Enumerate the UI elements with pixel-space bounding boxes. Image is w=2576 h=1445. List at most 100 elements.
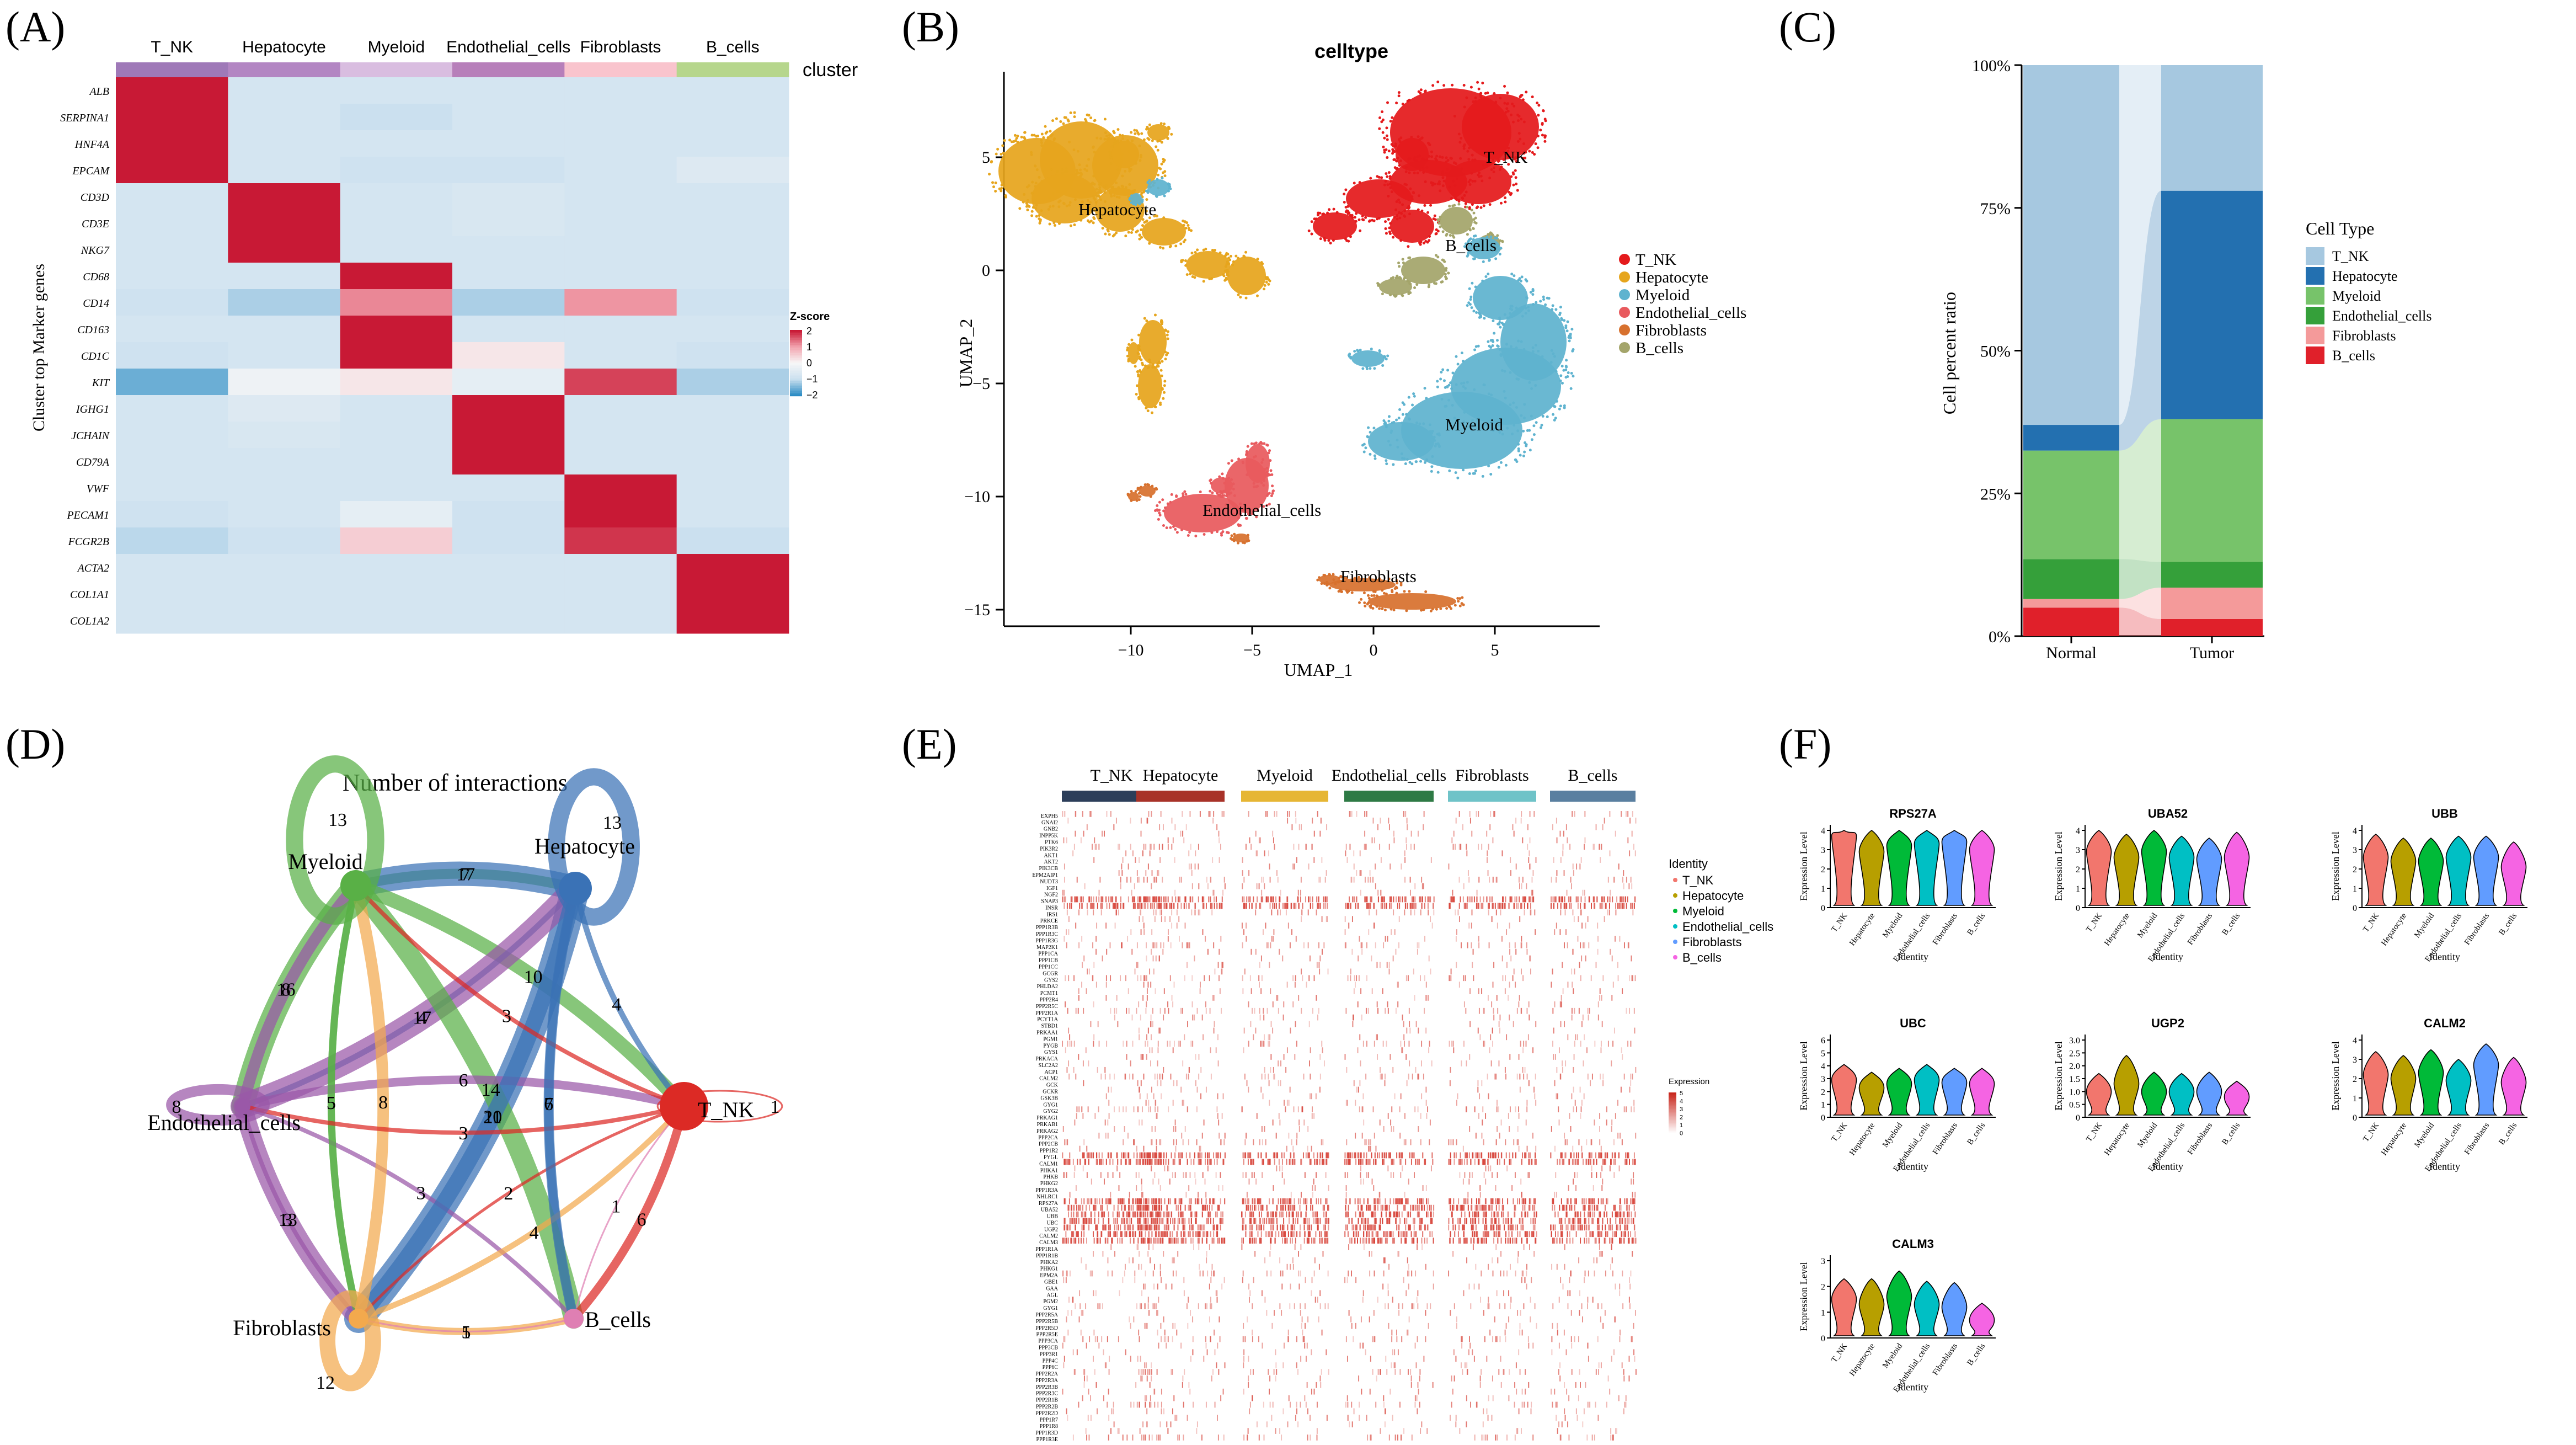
umap-xtick-label: −5 xyxy=(1243,641,1261,659)
expression-tick xyxy=(1633,903,1635,909)
expression-tick xyxy=(1383,1152,1385,1159)
umap-point xyxy=(1569,333,1572,336)
umap-point xyxy=(1015,137,1018,140)
umap-point xyxy=(1239,524,1242,527)
expression-tick xyxy=(1499,1027,1500,1034)
expression-tick xyxy=(1091,903,1093,909)
zscore-legend-swatch xyxy=(790,356,802,359)
expression-tick xyxy=(1399,1152,1401,1159)
expression-tick xyxy=(1287,811,1289,817)
expression-tick xyxy=(1468,923,1470,929)
gene-heatmap-gene-label: PIK3R2 xyxy=(1040,846,1058,852)
expression-tick xyxy=(1361,1106,1363,1113)
expression-tick xyxy=(1146,955,1147,962)
umap-point xyxy=(1387,218,1390,221)
umap-point xyxy=(1174,244,1178,248)
expression-tick xyxy=(1531,876,1533,883)
umap-point xyxy=(1230,459,1233,462)
heatmap-cell xyxy=(340,369,453,396)
gene-heatmap-gene-label: PPP1R3D xyxy=(1035,1430,1058,1436)
expression-tick xyxy=(1475,1132,1477,1139)
expression-tick xyxy=(1158,1179,1159,1185)
umap-point xyxy=(1413,394,1416,398)
zscore-legend-swatch xyxy=(790,383,802,385)
umap-point xyxy=(988,173,991,176)
expression-tick xyxy=(1318,1007,1319,1014)
expression-tick xyxy=(1519,896,1520,903)
umap-point xyxy=(1169,187,1172,190)
umap-point xyxy=(1223,254,1227,258)
umap-point xyxy=(1260,481,1263,484)
expression-tick xyxy=(1404,850,1405,857)
umap-xtick-label: 5 xyxy=(1491,641,1499,659)
expression-tick xyxy=(1495,1139,1497,1145)
umap-point xyxy=(1127,359,1130,362)
gene-heatmap-gene-label: PYGB xyxy=(1043,1043,1058,1049)
expression-tick xyxy=(1535,1100,1537,1106)
stacked-segment-fibroblasts xyxy=(2161,588,2263,619)
expression-tick xyxy=(1323,1159,1325,1165)
expression-tick xyxy=(1326,824,1328,830)
expression-tick xyxy=(1152,1007,1153,1014)
gene-heatmap-gene-label: SNAP3 xyxy=(1041,899,1058,905)
umap-point xyxy=(1061,168,1064,172)
gene-label: CD14 xyxy=(83,297,109,310)
umap-cluster-fibroblasts xyxy=(1368,593,1456,610)
heatmap-cell xyxy=(116,342,228,369)
expression-tick xyxy=(1307,942,1309,948)
umap-point xyxy=(1445,607,1449,610)
expression-tick xyxy=(1383,1126,1385,1132)
umap-point xyxy=(1461,596,1464,599)
gene-label: COL1A2 xyxy=(70,615,109,627)
umap-point xyxy=(1462,420,1466,423)
expression-tick xyxy=(1213,995,1215,1001)
expression-tick xyxy=(1066,837,1067,844)
expression-tick xyxy=(1581,1152,1583,1159)
expression-tick xyxy=(1574,1100,1576,1106)
expression-tick xyxy=(1515,817,1517,824)
cluster-header-myeloid: Myeloid xyxy=(368,38,425,56)
expression-tick xyxy=(1574,811,1575,817)
umap-point xyxy=(1165,526,1168,530)
expression-tick xyxy=(1457,1093,1458,1100)
expression-tick xyxy=(1291,824,1293,830)
umap-point xyxy=(1436,182,1440,185)
expression-tick xyxy=(1143,1073,1145,1080)
expression-tick xyxy=(1373,837,1375,844)
heatmap-cell xyxy=(676,422,789,449)
umap-point xyxy=(1245,540,1248,543)
umap-point xyxy=(1326,211,1329,215)
expression-tick xyxy=(1554,896,1556,903)
expression-tick xyxy=(1535,1021,1537,1027)
heatmap-cell xyxy=(564,77,677,104)
umap-ytick-label: −15 xyxy=(964,601,990,619)
expression-tick xyxy=(1418,942,1420,948)
umap-point xyxy=(1474,216,1477,220)
expression-tick xyxy=(1276,870,1278,876)
expression-tick xyxy=(1556,817,1557,824)
expression-tick xyxy=(1295,1021,1296,1027)
expression-tick xyxy=(1449,1041,1450,1047)
gene-heatmap-gene-label: PCMT1 xyxy=(1040,990,1058,996)
expression-tick xyxy=(1152,942,1154,948)
expression-tick xyxy=(1633,1100,1635,1106)
expression-tick xyxy=(1557,1159,1558,1165)
umap-point xyxy=(1514,458,1517,462)
umap-point xyxy=(1056,170,1059,173)
umap-point xyxy=(1441,172,1445,175)
umap-cluster-label: Hepatocyte xyxy=(1078,200,1156,219)
expression-tick xyxy=(1593,903,1595,909)
expression-tick xyxy=(1504,988,1506,994)
umap-point xyxy=(1349,235,1352,238)
umap-point xyxy=(1221,494,1225,497)
expression-tick xyxy=(1520,903,1522,909)
umap-point xyxy=(1432,217,1435,221)
node-fibroblasts xyxy=(349,1309,368,1329)
expression-tick xyxy=(1570,876,1572,883)
expression-tick xyxy=(1488,903,1489,909)
expression-tick xyxy=(1151,870,1153,876)
umap-point xyxy=(1460,602,1463,605)
heatmap-cell xyxy=(452,342,565,369)
expression-tick xyxy=(1119,1172,1121,1178)
umap-point xyxy=(1163,380,1167,383)
